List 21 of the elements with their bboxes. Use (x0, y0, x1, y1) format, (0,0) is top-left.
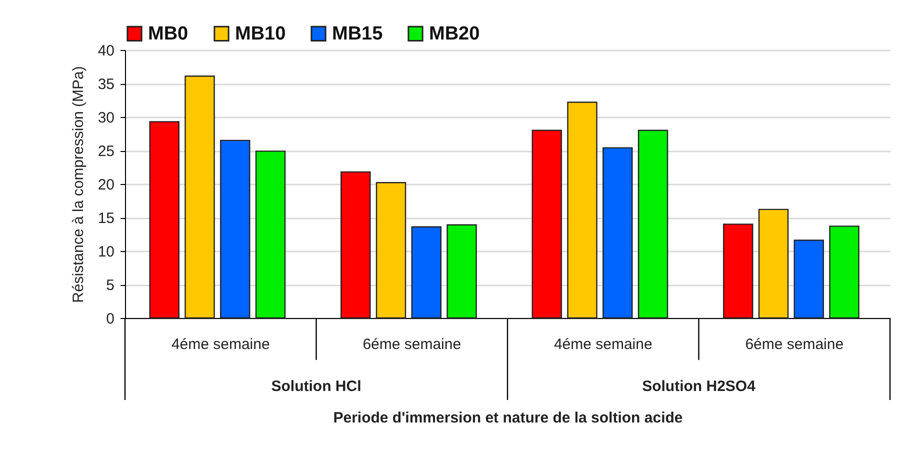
y-tick-label: 40 (98, 42, 114, 60)
y-tick-label: 35 (98, 76, 114, 93)
y-tick-label: 0 (106, 310, 114, 328)
legend-label: MB10 (235, 24, 286, 45)
x-tick-label: 6éme semaine (362, 336, 462, 353)
y-tick-label: 10 (98, 244, 114, 260)
x-tick-label: 6éme semaine (745, 336, 844, 353)
legend-label: MB15 (332, 24, 384, 45)
text: Solution H2SO4 (642, 378, 756, 395)
y-tick-label: 20 (98, 176, 114, 194)
y-tick-label: 15 (98, 210, 114, 227)
x-axis-title: Periode d'immersion et nature de la soltion acide (333, 410, 683, 426)
y-tick-label: 25 (98, 143, 114, 160)
legend-label: MB20 (429, 24, 480, 45)
legend-label: MB0 (148, 24, 188, 45)
y-axis-title: Résistance à la compression (MPa) (70, 66, 87, 303)
y-tick-label: 30 (98, 110, 114, 126)
y-tick-label: 5 (106, 277, 114, 294)
x-tick-label: 4éme semaine (171, 336, 270, 353)
x-tick-label: 4éme semaine (554, 336, 652, 353)
text: Solution HCl (271, 378, 362, 395)
